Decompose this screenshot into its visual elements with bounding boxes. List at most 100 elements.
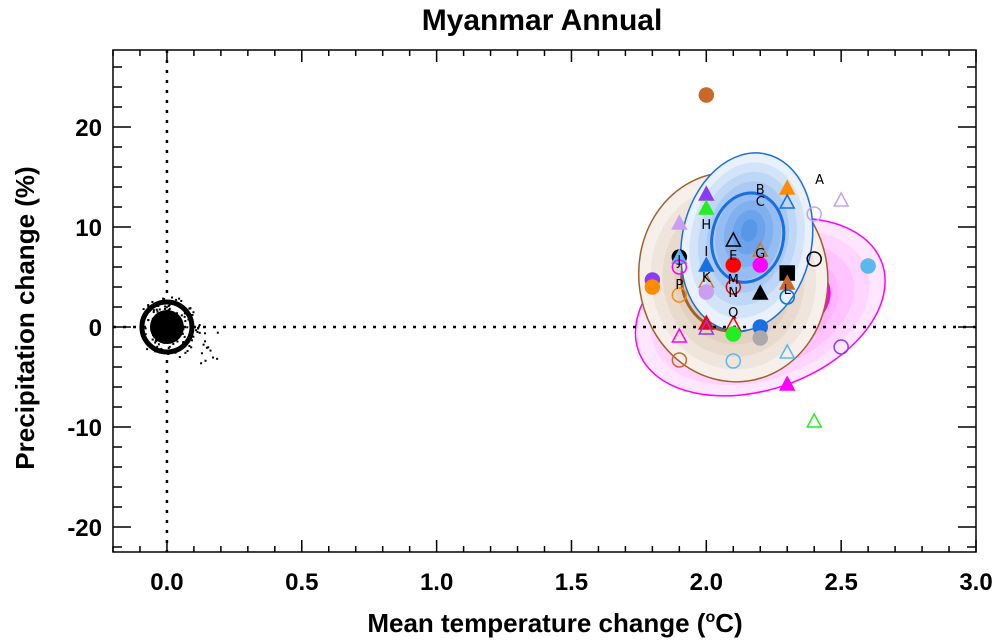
natvar-dot bbox=[177, 332, 180, 335]
natvar-dot bbox=[167, 305, 170, 308]
natvar-dot bbox=[154, 303, 157, 306]
natvar-outlier-dot bbox=[207, 346, 210, 349]
natvar-dot bbox=[148, 345, 151, 348]
letter-label: M bbox=[728, 273, 739, 288]
natvar-dot bbox=[159, 302, 162, 305]
natvar-outlier-dot bbox=[204, 340, 207, 343]
natvar-dot bbox=[160, 347, 163, 350]
natvar-dot bbox=[183, 312, 186, 315]
natvar-dot bbox=[171, 296, 174, 299]
x-tick-label: 2.0 bbox=[690, 569, 723, 596]
natvar-dot bbox=[157, 305, 160, 308]
natvar-dot bbox=[186, 326, 189, 329]
point-triangle bbox=[832, 191, 850, 207]
y-tick-label: -10 bbox=[67, 415, 102, 442]
x-axis-label: Mean temperature change (oC) bbox=[367, 608, 742, 638]
point-triangle bbox=[778, 274, 796, 290]
point-circle bbox=[698, 87, 715, 103]
point-triangle bbox=[751, 241, 769, 257]
natvar-dot bbox=[177, 324, 180, 327]
natvar-dot bbox=[180, 299, 183, 302]
natvar-dot bbox=[173, 313, 176, 316]
point-circle bbox=[671, 352, 688, 368]
natvar-dot bbox=[154, 350, 157, 353]
natvar-dot bbox=[167, 353, 170, 356]
point-triangle bbox=[671, 214, 688, 230]
natvar-dot bbox=[152, 346, 155, 349]
natvar-dot bbox=[175, 320, 178, 323]
natvar-dot bbox=[180, 332, 183, 335]
natvar-dot bbox=[165, 309, 168, 312]
point-triangle bbox=[725, 231, 742, 247]
x-axis-label-post: C) bbox=[715, 608, 742, 638]
natvar-dot bbox=[179, 329, 182, 332]
x-tick-label: 3.0 bbox=[959, 569, 992, 596]
natvar-dot bbox=[154, 333, 157, 336]
natvar-dot bbox=[163, 307, 166, 310]
letter-label: K bbox=[702, 271, 711, 286]
natvar-dot bbox=[188, 313, 191, 316]
natvar-outlier-dot bbox=[200, 362, 203, 365]
natvar-outlier-dot bbox=[204, 359, 207, 362]
point-triangle bbox=[805, 412, 823, 428]
natvar-dot bbox=[162, 312, 165, 315]
x-tick-label: 1.5 bbox=[555, 569, 588, 596]
natvar-dot bbox=[144, 327, 147, 330]
point-triangle bbox=[698, 256, 715, 272]
natvar-dot bbox=[144, 333, 147, 336]
natvar-dot bbox=[186, 350, 189, 353]
letter-label: C bbox=[756, 195, 765, 210]
natvar-dot bbox=[168, 310, 171, 313]
natvar-dot bbox=[152, 328, 155, 331]
natvar-dot bbox=[152, 309, 155, 312]
point-triangle bbox=[671, 248, 688, 264]
x-tick-label: 1.0 bbox=[420, 569, 453, 596]
natvar-dot bbox=[184, 345, 187, 348]
x-axis-label-pre: Mean temperature change ( bbox=[367, 608, 705, 638]
point-circle bbox=[725, 257, 742, 273]
natvar-dot bbox=[191, 313, 194, 316]
natvar-dot bbox=[178, 355, 181, 358]
point-triangle bbox=[751, 284, 769, 300]
natvar-dot bbox=[190, 346, 193, 349]
x-tick-label: 0.5 bbox=[285, 569, 318, 596]
natvar-dot bbox=[144, 317, 147, 320]
natvar-dot bbox=[197, 327, 200, 330]
natvar-dot bbox=[183, 335, 186, 338]
natvar-outlier-dot bbox=[216, 331, 219, 334]
natvar-dot bbox=[168, 303, 171, 306]
letter-label: H bbox=[701, 218, 711, 233]
natvar-dot bbox=[152, 311, 155, 314]
point-circle bbox=[725, 326, 742, 342]
natvar-dot bbox=[192, 335, 195, 338]
natvar-dot bbox=[179, 319, 182, 322]
point-circle bbox=[806, 206, 822, 222]
x-axis-label-sup: o bbox=[705, 609, 715, 626]
natvar-dot bbox=[146, 348, 149, 351]
natvar-dot bbox=[147, 304, 150, 307]
y-tick-label: 0 bbox=[89, 315, 102, 342]
natvar-dot bbox=[196, 330, 199, 333]
natvar-dot bbox=[156, 327, 159, 330]
point-circle bbox=[725, 279, 742, 295]
point-circle bbox=[644, 279, 661, 295]
natvar-outlier-dot bbox=[212, 356, 215, 359]
x-tick-label: 2.5 bbox=[824, 569, 857, 596]
natvar-dot bbox=[163, 341, 166, 344]
letter-label: I bbox=[704, 245, 708, 260]
natvar-dot bbox=[165, 306, 168, 309]
natvar-dot bbox=[152, 334, 155, 337]
point-circle bbox=[725, 353, 742, 369]
contour-blue-level bbox=[740, 219, 758, 242]
point-triangle bbox=[778, 193, 796, 209]
natvar-dot bbox=[188, 307, 191, 310]
point-circle bbox=[833, 339, 849, 355]
natvar-dot bbox=[165, 341, 168, 344]
model-letter-labels: A BC HI E J K MN P L Q G bbox=[675, 173, 824, 321]
natvar-dot bbox=[174, 351, 177, 354]
natvar-dot bbox=[163, 316, 166, 319]
point-triangle bbox=[698, 199, 715, 215]
natvar-outlier-dot bbox=[216, 357, 219, 360]
natvar-dot bbox=[161, 312, 164, 315]
